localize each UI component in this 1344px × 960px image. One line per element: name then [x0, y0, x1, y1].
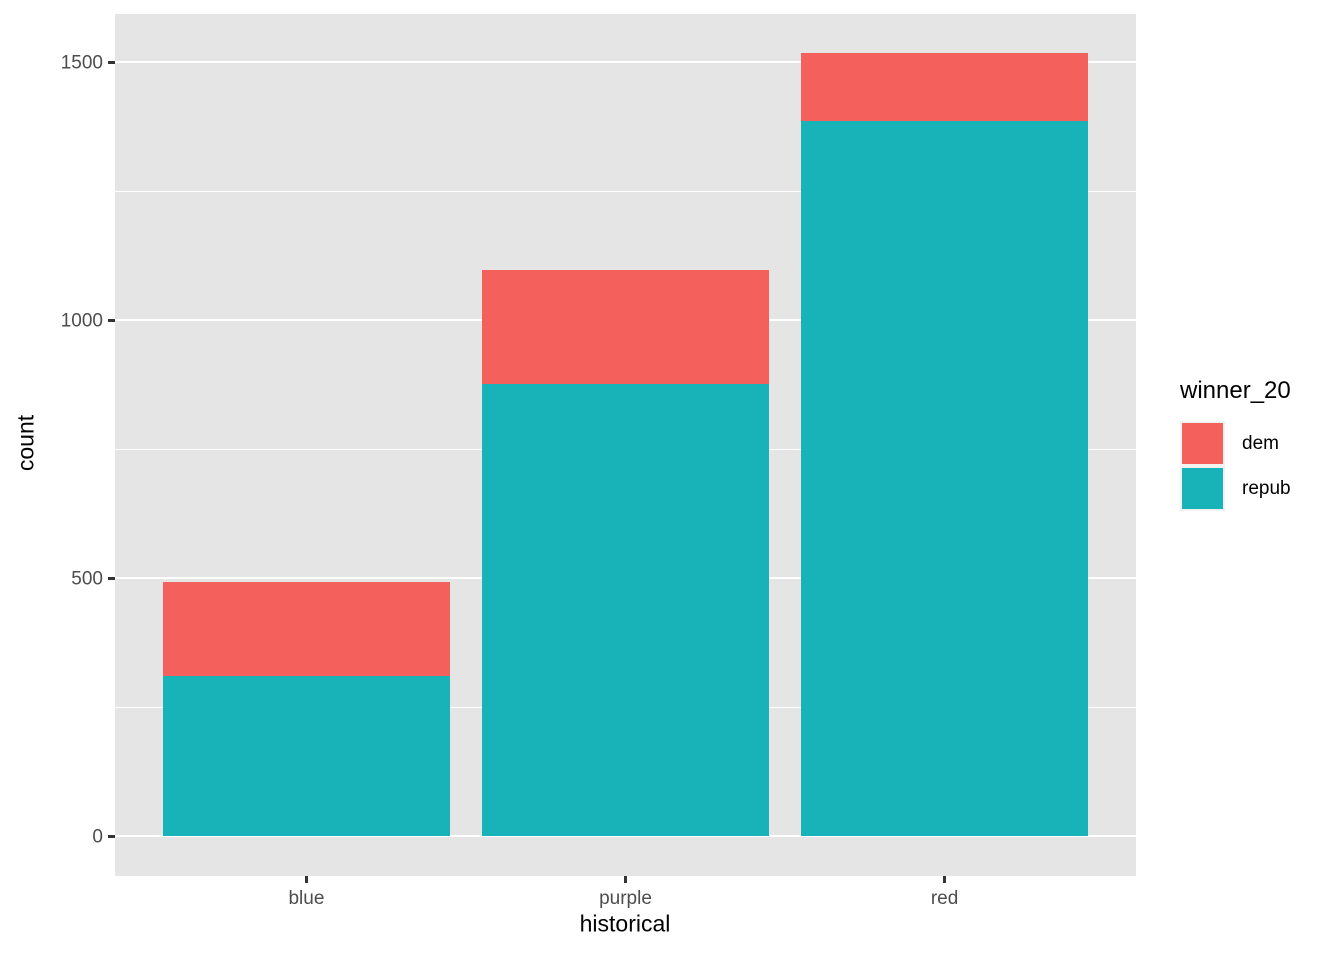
y-axis-tick — [108, 61, 115, 64]
bar-segment-purple-dem — [481, 269, 770, 384]
bar-segment-red-repub — [800, 120, 1089, 836]
legend-swatch-dem-icon — [1182, 423, 1223, 464]
minor-gridline — [115, 191, 1136, 192]
y-axis-title: count — [12, 414, 39, 472]
major-gridline — [115, 835, 1136, 837]
x-axis-tick — [304, 876, 308, 883]
legend: winner_20 dem repub — [1180, 377, 1291, 511]
y-tick-label: 1000 — [60, 310, 103, 332]
y-tick-label: 1500 — [60, 52, 103, 74]
legend-key-repub — [1180, 466, 1225, 511]
y-axis-tick — [108, 319, 115, 322]
legend-swatch-repub-icon — [1182, 468, 1223, 509]
legend-item-repub: repub — [1180, 466, 1291, 511]
x-tick-label: purple — [599, 888, 652, 909]
plot-panel — [115, 14, 1136, 876]
x-tick-label: blue — [288, 888, 325, 909]
y-tick-label: 500 — [71, 568, 103, 590]
y-axis-tick — [108, 835, 115, 838]
y-axis-tick — [108, 577, 115, 580]
bar-segment-blue-repub — [162, 676, 451, 836]
x-axis-tick — [624, 876, 627, 883]
legend-label-dem: dem — [1242, 433, 1279, 454]
legend-item-dem: dem — [1180, 421, 1291, 466]
legend-key-dem — [1180, 421, 1225, 466]
major-gridline — [115, 61, 1136, 63]
x-tick-label: red — [930, 888, 959, 909]
bar-segment-blue-dem — [162, 582, 451, 677]
x-axis-tick — [943, 876, 947, 883]
bar-segment-red-dem — [800, 53, 1089, 121]
bar-segment-purple-repub — [481, 383, 770, 836]
legend-label-repub: repub — [1242, 478, 1291, 499]
x-axis-title: historical — [579, 910, 671, 937]
y-tick-label: 0 — [92, 826, 103, 848]
legend-title: winner_20 — [1180, 377, 1291, 404]
